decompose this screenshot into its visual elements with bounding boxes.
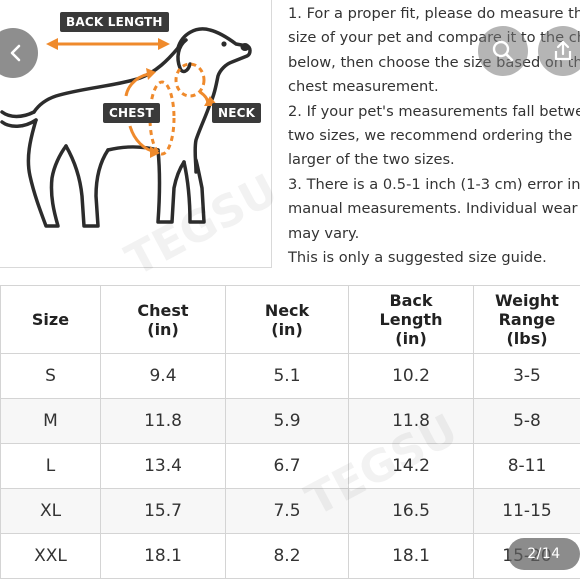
share-button[interactable] bbox=[538, 26, 580, 76]
cell-size: XXL bbox=[0, 533, 101, 579]
header-weight-range: Weight Range (lbs) bbox=[473, 285, 580, 354]
cell-chest: 18.1 bbox=[100, 533, 226, 579]
back-length-label: BACK LENGTH bbox=[60, 12, 169, 32]
header-neck: Neck (in) bbox=[225, 285, 349, 354]
size-chart-table: Size Chest (in) Neck (in) Back Length (in) W… bbox=[0, 285, 580, 579]
note-line: larger of the two sizes. bbox=[288, 151, 455, 169]
note-line: size of your pet and compare it to the c… bbox=[288, 29, 580, 47]
size-chart-table-container: Size Chest (in) Neck (in) Back Length (in) W… bbox=[0, 285, 580, 580]
cell-size: S bbox=[0, 353, 101, 399]
neck-label: NECK bbox=[212, 103, 262, 123]
note-line: manual measurements. Individual wear bbox=[288, 200, 578, 218]
cell-size: L bbox=[0, 443, 101, 489]
table-row: XL 15.7 7.5 16.5 11-15 bbox=[0, 488, 580, 534]
cell-back-length: 16.5 bbox=[348, 488, 474, 534]
image-counter: 2/14 bbox=[508, 538, 580, 570]
note-line: chest measurement. bbox=[288, 78, 439, 96]
chest-lower-arrowhead bbox=[150, 146, 160, 158]
note-line: two sizes, we recommend ordering the bbox=[288, 127, 573, 145]
table-row: S 9.4 5.1 10.2 3-5 bbox=[0, 353, 580, 399]
dog-nose bbox=[240, 43, 250, 51]
chest-measure-ring bbox=[148, 80, 176, 156]
cell-size: M bbox=[0, 398, 101, 444]
cell-neck: 5.1 bbox=[225, 353, 349, 399]
cell-back-length: 14.2 bbox=[348, 443, 474, 489]
dog-illustration bbox=[0, 27, 252, 228]
table-header-row: Size Chest (in) Neck (in) Back Length (in) W… bbox=[0, 285, 580, 354]
neck-measure-ring bbox=[174, 62, 206, 98]
table-row: M 11.8 5.9 11.8 5-8 bbox=[0, 398, 580, 444]
cell-chest: 11.8 bbox=[100, 398, 226, 444]
header-chest: Chest (in) bbox=[100, 285, 226, 354]
cell-weight-range: 5-8 bbox=[473, 398, 580, 444]
measurement-notes: 1. For a proper fit, please do measure t… bbox=[288, 2, 580, 270]
cell-chest: 9.4 bbox=[100, 353, 226, 399]
cell-chest: 15.7 bbox=[100, 488, 226, 534]
cell-chest: 13.4 bbox=[100, 443, 226, 489]
cell-weight-range: 8-11 bbox=[473, 443, 580, 489]
header-size: Size bbox=[0, 285, 101, 354]
dog-measurement-diagram: BACK LENGTH CHEST NECK bbox=[0, 0, 272, 268]
cell-weight-range: 3-5 bbox=[473, 353, 580, 399]
search-button[interactable] bbox=[478, 26, 528, 76]
cell-size: XL bbox=[0, 488, 101, 534]
table-row: L 13.4 6.7 14.2 8-11 bbox=[0, 443, 580, 489]
search-icon bbox=[492, 40, 514, 62]
cell-neck: 5.9 bbox=[225, 398, 349, 444]
share-icon bbox=[554, 40, 572, 61]
cell-weight-range: 11-15 bbox=[473, 488, 580, 534]
cell-neck: 6.7 bbox=[225, 443, 349, 489]
note-line: 1. For a proper fit, please do measure t… bbox=[288, 5, 580, 22]
chest-upper-arrowhead bbox=[146, 68, 156, 80]
note-line: may vary. bbox=[288, 224, 360, 242]
back-length-arrow bbox=[46, 38, 170, 50]
header-back-length: Back Length (in) bbox=[348, 285, 474, 354]
cell-neck: 7.5 bbox=[225, 488, 349, 534]
cell-neck: 8.2 bbox=[225, 533, 349, 579]
cell-back-length: 11.8 bbox=[348, 398, 474, 444]
note-line: 2. If your pet's measurements fall betwe… bbox=[288, 102, 580, 120]
dog-eye bbox=[221, 41, 227, 47]
note-line: 3. There is a 0.5-1 inch (1-3 cm) error … bbox=[288, 175, 580, 193]
note-line: This is only a suggested size guide. bbox=[288, 249, 547, 267]
chevron-left-icon bbox=[10, 44, 21, 62]
cell-back-length: 18.1 bbox=[348, 533, 474, 579]
chest-label: CHEST bbox=[103, 103, 160, 123]
cell-back-length: 10.2 bbox=[348, 353, 474, 399]
note-line: below, then choose the size based on the bbox=[288, 53, 580, 71]
table-row: XXL 18.1 8.2 18.1 15-20 bbox=[0, 533, 580, 579]
